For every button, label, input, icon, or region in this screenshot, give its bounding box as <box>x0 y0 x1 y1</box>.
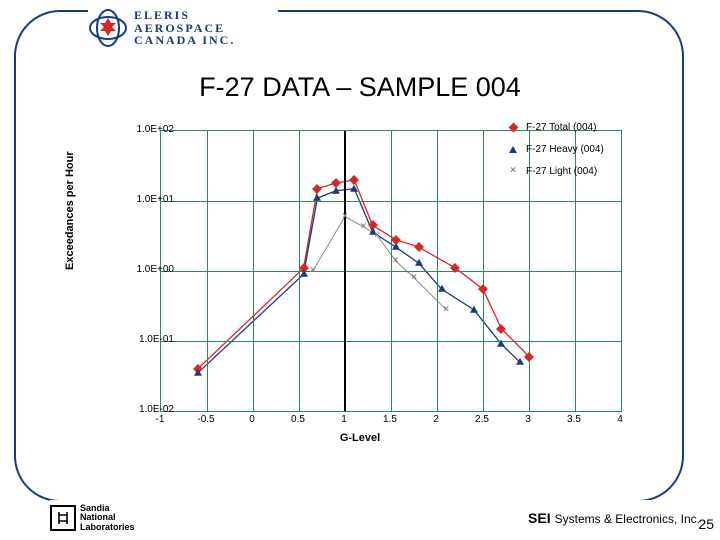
legend-marker-icon <box>506 142 520 156</box>
sei-bold: SEI <box>528 510 551 526</box>
logo-mark-icon <box>88 8 128 48</box>
center-reference-line <box>344 131 346 411</box>
data-point: × <box>342 212 348 222</box>
x-tick-label: 2 <box>421 414 451 425</box>
legend-label: F-27 Heavy (004) <box>526 144 604 155</box>
logo-text: ELERIS AEROSPACE CANADA INC. <box>134 9 235 47</box>
data-point <box>392 243 400 250</box>
data-point: × <box>360 222 366 232</box>
x-tick-label: 3.5 <box>559 414 589 425</box>
legend-marker-icon <box>506 120 520 134</box>
sandia-logo: Sandia National Laboratories <box>50 504 135 532</box>
x-axis-label: G-Level <box>80 432 640 444</box>
data-point <box>194 369 202 376</box>
data-point <box>438 285 446 292</box>
data-point <box>516 358 524 365</box>
data-point <box>470 305 478 312</box>
logo-line1: ELERIS <box>134 9 235 22</box>
chart: Exceedances per Hour G-Level ××××××× F-2… <box>80 120 640 450</box>
title-text: F-27 DATA – SAMPLE 004 <box>199 72 521 102</box>
data-point: × <box>443 305 449 315</box>
legend-label: F-27 Total (004) <box>526 122 596 133</box>
y-tick-label: 1.0E+01 <box>114 194 174 205</box>
legend-label: F-27 Light (004) <box>526 166 597 177</box>
y-tick-label: 1.0E-01 <box>114 334 174 345</box>
slide-title: F-27 DATA – SAMPLE 004 <box>0 72 720 103</box>
data-point <box>350 184 358 191</box>
data-point <box>300 270 308 277</box>
y-axis-label: Exceedances per Hour <box>64 151 76 270</box>
x-tick-label: 3 <box>513 414 543 425</box>
x-tick-label: 1 <box>329 414 359 425</box>
x-tick-label: 1.5 <box>375 414 405 425</box>
y-tick-label: 1.0E+02 <box>114 124 174 135</box>
slide: ELERIS AEROSPACE CANADA INC. F-27 DATA –… <box>0 0 720 540</box>
logo-line3: CANADA INC. <box>134 34 235 47</box>
sandia-text: Sandia National Laboratories <box>80 504 135 532</box>
sandia-line3: Laboratories <box>80 523 135 532</box>
y-tick-label: 1.0E+00 <box>114 264 174 275</box>
legend: F-27 Total (004) F-27 Heavy (004) × F-27 Li… <box>506 120 646 186</box>
footer: Sandia National Laboratories SEI Systems … <box>50 500 700 536</box>
data-point <box>313 194 321 201</box>
sandia-mark-icon <box>50 505 76 531</box>
x-tick-label: 4 <box>605 414 635 425</box>
company-logo: ELERIS AEROSPACE CANADA INC. <box>88 4 278 52</box>
x-tick-label: 2.5 <box>467 414 497 425</box>
sei-credit: SEI Systems & Electronics, Inc. <box>528 510 700 526</box>
data-point <box>415 259 423 266</box>
x-tick-label: 0.5 <box>283 414 313 425</box>
data-point: × <box>310 266 316 276</box>
x-tick-label: -0.5 <box>191 414 221 425</box>
data-point: × <box>393 256 399 266</box>
legend-item: × F-27 Light (004) <box>506 164 646 178</box>
legend-marker-icon: × <box>506 164 520 178</box>
data-point: × <box>411 273 417 283</box>
data-point: × <box>374 231 380 241</box>
data-point <box>332 187 340 194</box>
x-tick-label: 0 <box>237 414 267 425</box>
sei-rest: Systems & Electronics, Inc. <box>555 512 700 526</box>
legend-item: F-27 Total (004) <box>506 120 646 134</box>
legend-item: F-27 Heavy (004) <box>506 142 646 156</box>
x-tick-label: -1 <box>145 414 175 425</box>
page-number: 25 <box>698 516 714 532</box>
data-point <box>497 340 505 347</box>
